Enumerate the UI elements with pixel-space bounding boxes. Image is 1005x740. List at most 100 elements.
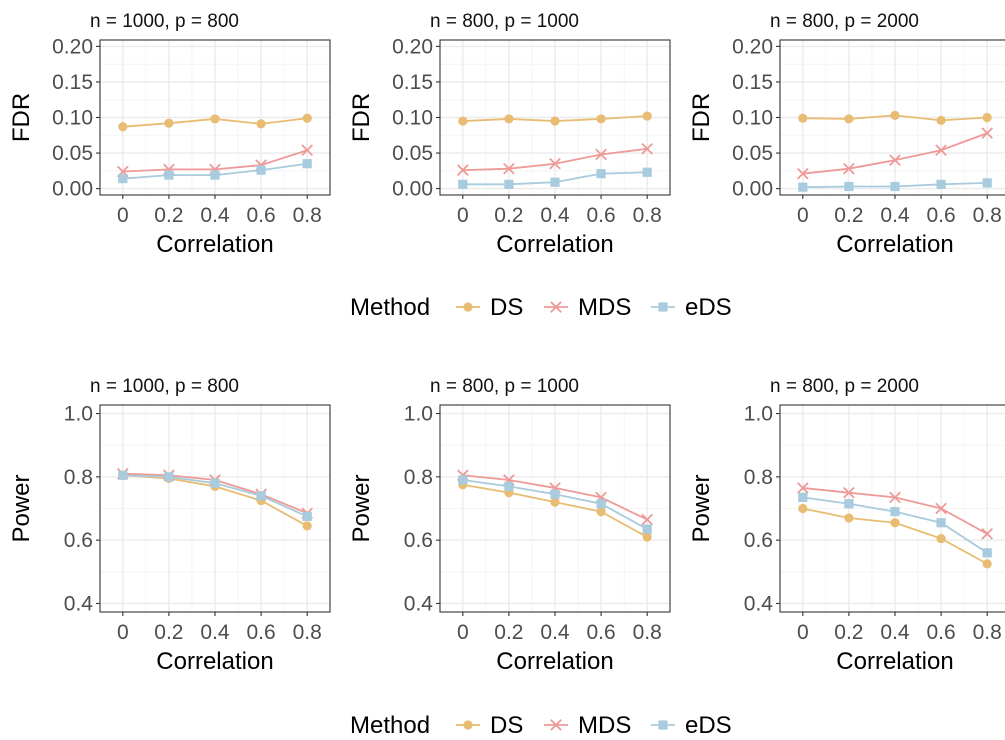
- data-point-eds: [982, 178, 992, 188]
- data-point-ds: [596, 507, 606, 517]
- panel-title: n = 800, p = 2000: [770, 11, 919, 32]
- data-point-ds: [890, 518, 900, 528]
- x-tick-label: 0: [797, 204, 809, 227]
- x-tick-label: 0.6: [926, 621, 955, 644]
- data-point-ds: [642, 532, 652, 542]
- data-point-eds: [458, 475, 468, 485]
- x-axis-title: Correlation: [156, 648, 273, 675]
- y-tick-label: 0.05: [732, 142, 773, 165]
- y-tick-label: 0.10: [392, 107, 433, 130]
- y-tick-label: 0.6: [404, 529, 433, 552]
- data-point-ds: [256, 119, 266, 129]
- x-tick-label: 0.8: [633, 621, 662, 644]
- data-point-eds: [936, 518, 946, 528]
- data-point-ds: [798, 113, 808, 123]
- legend-key-marker: [658, 720, 668, 730]
- data-point-mds: [456, 164, 469, 176]
- y-tick-label: 0.10: [732, 107, 773, 130]
- data-point-eds: [936, 179, 946, 189]
- data-point-ds: [550, 497, 560, 507]
- x-axis-title: Correlation: [836, 231, 953, 258]
- data-point-ds: [118, 122, 128, 132]
- y-tick-label: 0.8: [744, 466, 773, 489]
- data-point-eds: [642, 167, 652, 177]
- data-point-ds: [844, 513, 854, 523]
- data-point-eds: [118, 470, 128, 480]
- x-tick-label: 0.6: [246, 621, 275, 644]
- data-point-mds: [503, 162, 515, 175]
- x-tick-label: 0.4: [200, 621, 230, 644]
- y-tick-label: 0.6: [744, 529, 773, 552]
- x-tick-label: 0.8: [293, 204, 322, 227]
- data-point-mds: [981, 527, 994, 540]
- panel-title: n = 800, p = 1000: [430, 11, 579, 32]
- x-tick-label: 0: [797, 621, 809, 644]
- chart-panel-3: 0 0.2 0.4 0.6 0.8 0.00 0.05 0.10 0.15 0.20 n = 800…: [688, 11, 1005, 258]
- data-point-mds: [889, 491, 901, 504]
- y-tick-label: 0.4: [64, 592, 94, 615]
- data-point-mds: [301, 144, 314, 157]
- data-point-ds: [936, 533, 946, 544]
- data-point-mds: [796, 482, 809, 494]
- data-point-eds: [302, 511, 312, 522]
- x-axis-title: Correlation: [496, 231, 613, 258]
- data-point-eds: [982, 548, 992, 558]
- data-point-eds: [210, 478, 220, 488]
- legend-1: Method DS MDS eDS: [350, 294, 732, 321]
- data-point-ds: [504, 114, 514, 124]
- x-tick-label: 0.2: [154, 621, 183, 644]
- y-tick-label: 0.05: [392, 142, 433, 165]
- y-axis-title: FDR: [348, 93, 375, 142]
- legend-entry-ds: DS: [456, 712, 523, 739]
- chart-panel-5: 0 0.2 0.4 0.6 0.8 0.4 0.6 0.8 1.0 n = 800, p = 10…: [348, 376, 671, 675]
- y-axis-title: Power: [8, 474, 35, 542]
- data-point-eds: [504, 481, 514, 491]
- x-tick-label: 0.2: [834, 204, 863, 227]
- data-point-ds: [798, 503, 808, 514]
- legend-label: eDS: [685, 294, 732, 321]
- data-point-ds: [982, 559, 992, 569]
- y-tick-label: 0.15: [392, 71, 433, 94]
- data-point-mds: [843, 486, 855, 499]
- data-point-eds: [504, 179, 514, 189]
- x-axis-title: Correlation: [496, 648, 613, 675]
- x-tick-label: 0: [117, 204, 129, 227]
- y-tick-label: 0.4: [744, 592, 774, 615]
- legend-label: DS: [490, 712, 523, 739]
- data-point-mds: [889, 154, 901, 166]
- panel-title: n = 1000, p = 800: [90, 11, 239, 32]
- y-tick-label: 0.20: [392, 35, 433, 58]
- chart-panel-2: 0 0.2 0.4 0.6 0.8 0.00 0.05 0.10 0.15 0.20 n = 800…: [348, 11, 671, 258]
- x-tick-label: 0.6: [246, 204, 275, 227]
- y-tick-label: 0.8: [64, 466, 93, 489]
- data-point-ds: [458, 116, 468, 126]
- data-point-mds: [935, 144, 947, 157]
- y-tick-label: 0.20: [52, 35, 93, 58]
- legend-entry-mds: MDS: [544, 712, 631, 739]
- y-tick-label: 0.20: [732, 35, 773, 58]
- x-tick-label: 0.4: [880, 621, 910, 644]
- data-point-eds: [550, 177, 560, 187]
- legend-entry-mds: MDS: [544, 294, 631, 321]
- data-point-ds: [982, 112, 992, 123]
- x-tick-label: 0.6: [586, 621, 615, 644]
- x-tick-label: 0.6: [926, 204, 955, 227]
- data-point-ds: [302, 521, 312, 531]
- data-point-mds: [641, 513, 654, 526]
- legend-label: eDS: [685, 712, 732, 739]
- x-tick-label: 0.4: [200, 204, 230, 227]
- legend-entry-ds: DS: [456, 294, 523, 321]
- data-point-eds: [596, 169, 606, 179]
- data-point-mds: [935, 502, 947, 515]
- x-tick-label: 0.8: [973, 204, 1002, 227]
- y-tick-label: 0.10: [52, 107, 93, 130]
- legend-key-marker: [463, 302, 473, 312]
- x-tick-label: 0.2: [494, 621, 523, 644]
- data-point-eds: [118, 174, 128, 184]
- x-tick-label: 0.8: [293, 621, 322, 644]
- data-point-mds: [843, 162, 855, 175]
- legend-key-marker: [463, 720, 473, 730]
- legend-title: Method: [350, 294, 430, 321]
- x-tick-label: 0: [457, 204, 469, 227]
